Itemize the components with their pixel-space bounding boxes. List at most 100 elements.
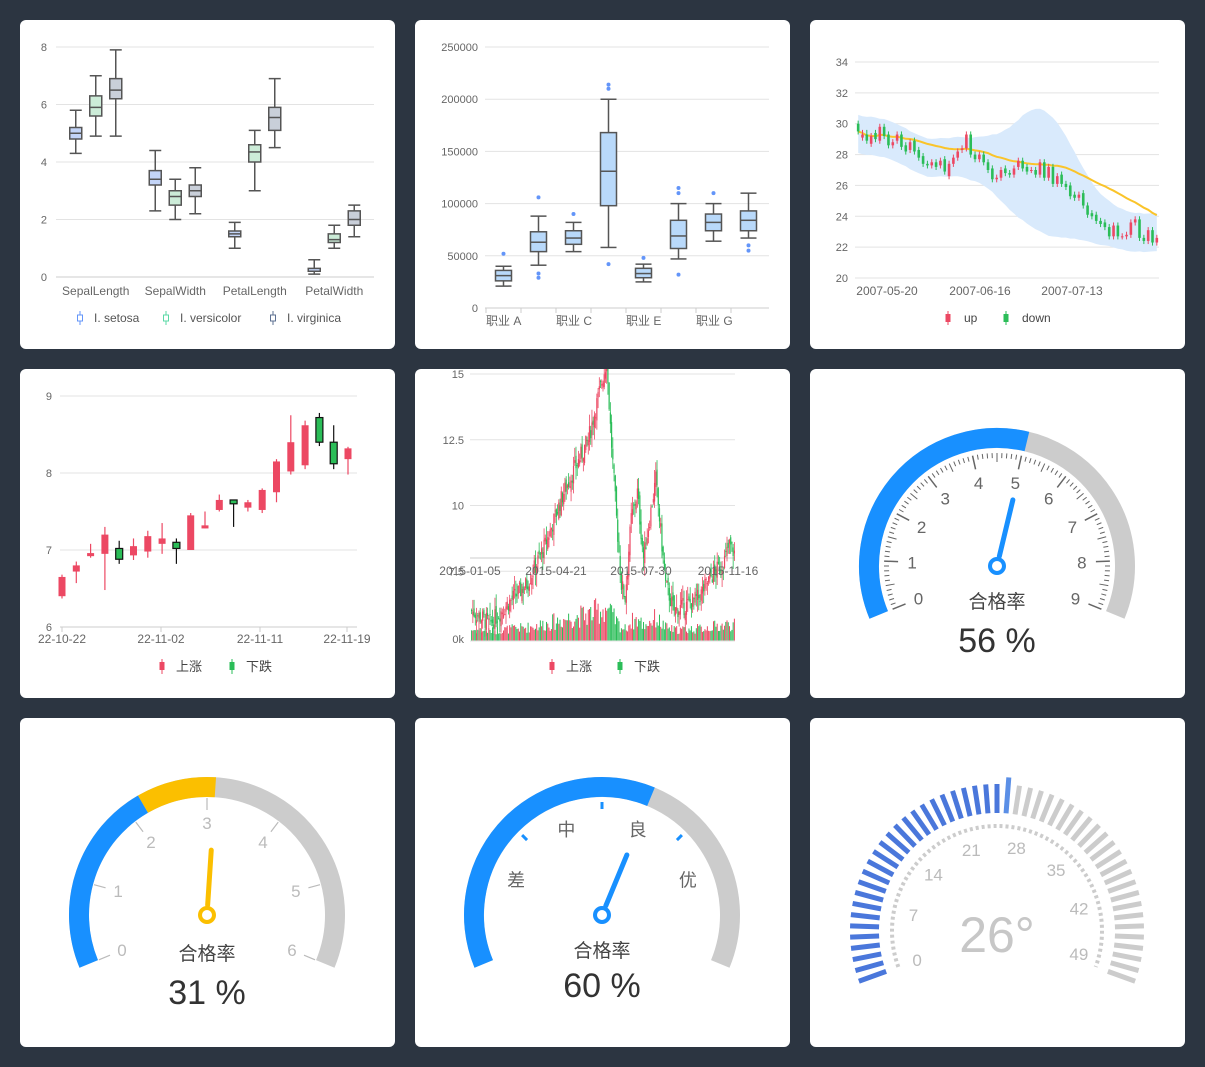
gauge-tick: [920, 482, 925, 487]
candle-body: [695, 594, 697, 596]
candle-body: [583, 444, 586, 463]
candle-body: [633, 504, 635, 506]
volume-bar: [573, 626, 575, 641]
candle: [913, 137, 916, 155]
volume-bar: [665, 622, 667, 641]
gauge-ticks-chart: 0 123 4 5 678 9 合格率 56 %: [859, 428, 1135, 660]
volume-bar: [710, 630, 712, 641]
gauge-tick-label: 14: [924, 866, 943, 885]
x-tick-label: 职业 E: [626, 314, 661, 328]
candle-body: [523, 588, 526, 590]
candle: [640, 509, 642, 545]
candle-body: [549, 529, 551, 537]
gauge-tick: [981, 453, 984, 459]
candle: [639, 491, 641, 534]
gauge-pointer-hub: [198, 906, 216, 924]
candle-body: [617, 519, 619, 542]
candle-body: [680, 600, 683, 605]
candle: [158, 523, 166, 554]
gauge-tick: [923, 479, 928, 484]
candle: [533, 554, 535, 575]
candle: [329, 425, 338, 470]
candle-body: [699, 600, 701, 603]
candle-body: [652, 499, 654, 503]
chart_data.1-y-tick-label: 0: [472, 303, 478, 315]
volume-bar: [526, 632, 528, 641]
candle: [660, 517, 662, 534]
gauge-temperature-chart: 0 7 14 21 28 35 42 49 26°: [850, 777, 1144, 984]
candle-body: [482, 611, 484, 621]
chart_data.4-y-tick-label: 7.5: [449, 566, 464, 578]
candle-body: [582, 457, 584, 462]
candle: [614, 474, 616, 502]
volume-bar: [510, 627, 512, 641]
candle: [645, 536, 647, 550]
candle-body: [917, 149, 921, 158]
volume-bar: [623, 629, 625, 641]
candle-body: [636, 488, 638, 499]
candle-body: [606, 369, 608, 372]
candle: [1064, 180, 1068, 191]
candle: [549, 522, 551, 538]
candle: [72, 561, 80, 584]
outlier-point: [571, 212, 576, 217]
volume-bar: [501, 632, 503, 641]
gauge-tick: [1101, 593, 1107, 596]
gauge-tick: [1090, 509, 1096, 513]
candle: [674, 607, 677, 623]
candle-body: [690, 603, 693, 610]
candle-body: [609, 412, 611, 424]
candle-body: [913, 140, 916, 152]
candle: [472, 599, 474, 624]
gauge-tick: [675, 834, 683, 842]
candle-body: [512, 590, 514, 601]
volume-bar: [698, 626, 700, 641]
gauge-value: 56 %: [958, 622, 1036, 660]
box-body: [148, 169, 162, 186]
volume-bar: [499, 632, 501, 641]
volume-bar: [732, 622, 734, 641]
candle-body: [560, 491, 562, 516]
salary-box: [494, 265, 513, 287]
gauge-tick: [135, 821, 144, 833]
gauge-tick: [957, 459, 961, 465]
candle-body: [1090, 213, 1094, 217]
candle-body: [1151, 230, 1154, 243]
box-body: [89, 95, 103, 117]
candle-body: [1103, 222, 1107, 228]
gauge-tick-label: 0: [914, 590, 923, 609]
gauge-segment: [878, 840, 905, 862]
volume-bar: [519, 631, 521, 641]
volume-bar: [600, 611, 602, 641]
candle-body: [712, 567, 715, 582]
chart_data.3-y-tick-label: 7: [46, 545, 52, 557]
candle-body: [647, 530, 650, 538]
candle-body: [475, 620, 478, 623]
candle-body: [730, 537, 732, 545]
volume-bar: [613, 608, 615, 641]
gauge-tick: [890, 526, 896, 530]
gauge-tick: [896, 513, 910, 521]
volume-bar: [549, 630, 551, 641]
candle-body: [538, 550, 540, 555]
candle: [543, 528, 545, 565]
candle-body: [1107, 227, 1111, 237]
candle: [705, 577, 707, 591]
gauge-tick: [1024, 456, 1027, 462]
volume-bar: [506, 625, 508, 641]
volume-bar: [660, 626, 662, 641]
candle: [1021, 157, 1024, 172]
gauge-tick: [1076, 489, 1081, 494]
gauge-tick: [931, 473, 936, 478]
candle-body: [723, 555, 726, 569]
volume-bar: [485, 631, 487, 641]
candle-body: [563, 493, 565, 505]
volume-bar: [701, 631, 703, 641]
gauge-tick: [898, 509, 904, 513]
candle: [579, 453, 581, 467]
candle: [570, 474, 572, 502]
candle-body: [644, 542, 646, 564]
volume-bar: [631, 612, 633, 641]
volume-bar: [622, 629, 624, 641]
volume-bar: [670, 631, 672, 641]
